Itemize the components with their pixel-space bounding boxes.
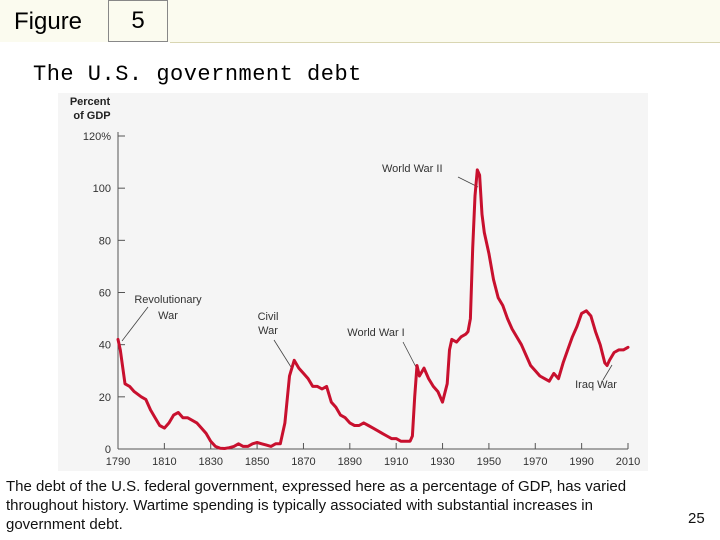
annotation-label: Revolutionary (134, 294, 202, 306)
x-tick-label: 1890 (338, 456, 362, 468)
x-tick-label: 1930 (430, 456, 454, 468)
y-axis-label-line2: of GDP (73, 110, 110, 122)
x-tick-label: 1870 (291, 456, 315, 468)
y-tick-label: 100 (93, 183, 111, 195)
figure-label: Figure (14, 8, 83, 35)
annotations-group: World War II Revolutionary War Civil War Worl… (121, 163, 617, 391)
annotation-label: Iraq War (575, 379, 617, 391)
x-tick-label: 1990 (569, 456, 593, 468)
figure-number: 5 (131, 7, 145, 34)
y-tick-label: 60 (99, 288, 111, 300)
annotation-leader (602, 364, 613, 381)
y-tick-label: 80 (99, 235, 111, 247)
x-tick-label: 1950 (477, 456, 501, 468)
annotation-leader (273, 339, 292, 368)
annotation-label: World War II (382, 163, 443, 175)
x-tick-label: 1850 (245, 456, 269, 468)
y-tick-label: 0 (105, 444, 111, 456)
figure-number-box: 5 (108, 0, 168, 42)
chart-panel: Percent of GDP 0 20 40 60 80 100 120% 1790 1810 1… (58, 93, 648, 471)
y-tick-label: 20 (99, 392, 111, 404)
x-tick-label: 1830 (198, 456, 222, 468)
y-tick-label: 40 (99, 340, 111, 352)
figure-caption: The debt of the U.S. federal government,… (6, 478, 627, 533)
x-tick-label: 2010 (616, 456, 640, 468)
slide-title: The U.S. government debt (33, 62, 362, 87)
header-divider (170, 42, 720, 43)
annotation-label: World War I (347, 327, 404, 339)
debt-series-line (116, 168, 630, 450)
annotation-label: War (158, 310, 178, 322)
x-tick-label: 1970 (523, 456, 547, 468)
debt-line-chart: Percent of GDP 0 20 40 60 80 100 120% 1790 1810 1… (70, 96, 640, 468)
annotation-label: Civil (258, 311, 279, 323)
x-tick-label: 1810 (152, 456, 176, 468)
x-tick-label: 1910 (384, 456, 408, 468)
series-group (116, 168, 630, 450)
annotation-leader (121, 306, 149, 342)
y-axis-label-line1: Percent (70, 96, 111, 108)
axes-group: 0 20 40 60 80 100 120% 1790 1810 1830 1850 1870 1890… (83, 131, 640, 468)
x-tick-label: 1790 (106, 456, 130, 468)
page-number: 25 (688, 510, 705, 527)
y-tick-label: 120% (83, 131, 111, 143)
annotation-label: War (258, 325, 278, 337)
